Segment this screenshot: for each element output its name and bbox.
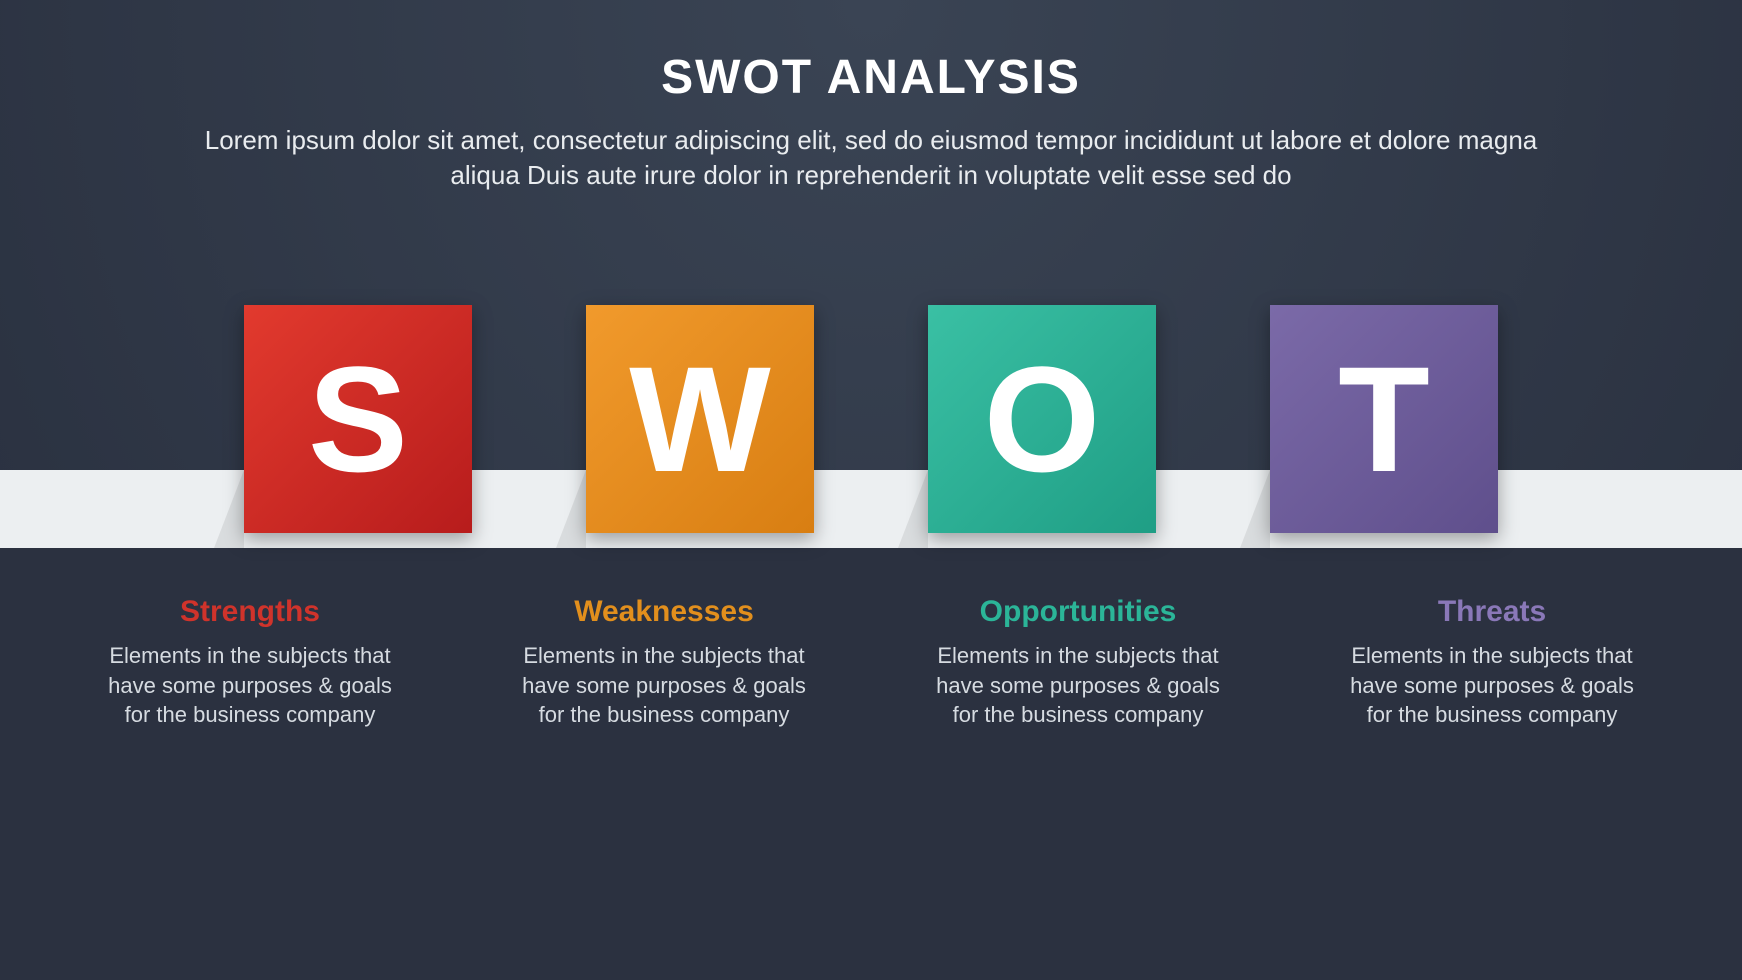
boxes-row: S W O T — [0, 305, 1742, 533]
main-title: SWOT ANALYSIS — [60, 50, 1682, 105]
caption-body: Elements in the subjects that have some … — [100, 641, 400, 730]
caption-body: Elements in the subjects that have some … — [1342, 641, 1642, 730]
caption-title: Weaknesses — [514, 595, 814, 629]
infographic-canvas: SWOT ANALYSIS Lorem ipsum dolor sit amet… — [0, 0, 1742, 980]
box-letter: O — [984, 333, 1101, 506]
caption-opportunities: Opportunities Elements in the subjects t… — [928, 595, 1228, 730]
caption-threats: Threats Elements in the subjects that ha… — [1342, 595, 1642, 730]
captions-row: Strengths Elements in the subjects that … — [0, 595, 1742, 730]
caption-body: Elements in the subjects that have some … — [514, 641, 814, 730]
box-letter: W — [629, 333, 771, 506]
box-opportunities: O — [928, 305, 1156, 533]
caption-title: Opportunities — [928, 595, 1228, 629]
caption-body: Elements in the subjects that have some … — [928, 641, 1228, 730]
caption-strengths: Strengths Elements in the subjects that … — [100, 595, 400, 730]
box-letter: S — [308, 333, 408, 506]
caption-title: Strengths — [100, 595, 400, 629]
main-subtitle: Lorem ipsum dolor sit amet, consectetur … — [171, 123, 1571, 193]
caption-title: Threats — [1342, 595, 1642, 629]
caption-weaknesses: Weaknesses Elements in the subjects that… — [514, 595, 814, 730]
box-strengths: S — [244, 305, 472, 533]
box-weaknesses: W — [586, 305, 814, 533]
box-letter: T — [1338, 333, 1430, 506]
header: SWOT ANALYSIS Lorem ipsum dolor sit amet… — [0, 50, 1742, 193]
box-threats: T — [1270, 305, 1498, 533]
